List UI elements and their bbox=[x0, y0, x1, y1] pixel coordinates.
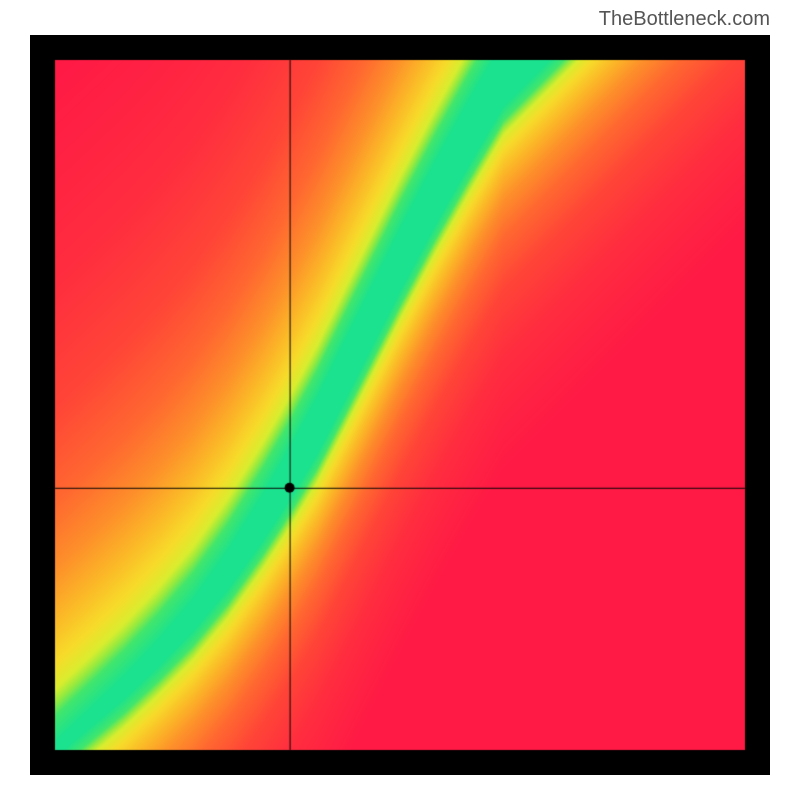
crosshair-overlay bbox=[30, 35, 770, 775]
watermark-text: TheBottleneck.com bbox=[599, 8, 770, 31]
chart-frame bbox=[30, 35, 770, 775]
